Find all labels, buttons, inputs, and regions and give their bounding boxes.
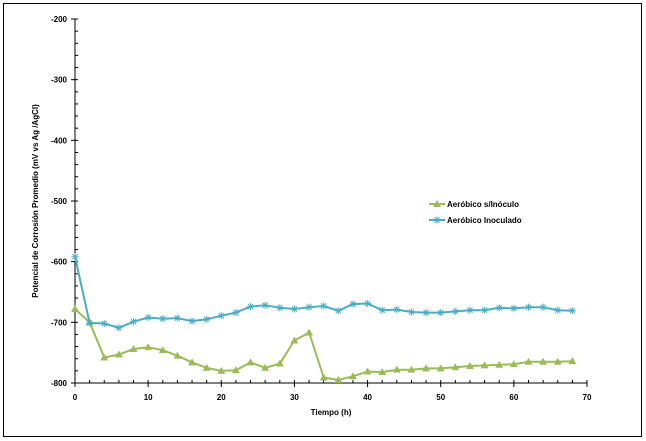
data-point bbox=[217, 312, 225, 320]
data-point bbox=[524, 357, 533, 365]
x-tick-label: 30 bbox=[290, 393, 299, 402]
y-tick-label: -800 bbox=[51, 379, 68, 388]
data-point bbox=[510, 304, 518, 312]
data-point bbox=[349, 300, 357, 308]
legend-marker bbox=[432, 199, 442, 207]
data-point bbox=[86, 319, 94, 327]
data-point bbox=[451, 363, 460, 371]
data-point bbox=[524, 303, 533, 311]
data-point bbox=[319, 373, 328, 381]
data-point bbox=[568, 307, 576, 315]
data-point bbox=[246, 302, 255, 311]
data-point bbox=[495, 360, 504, 368]
legend-label: Aeróbico s/Inóculo bbox=[447, 200, 519, 209]
data-point bbox=[378, 306, 386, 314]
data-point bbox=[290, 336, 299, 344]
data-point bbox=[495, 304, 503, 312]
data-point bbox=[100, 353, 109, 361]
data-point bbox=[334, 375, 343, 383]
data-point bbox=[553, 357, 562, 365]
x-axis-title: Tiempo (h) bbox=[311, 408, 352, 417]
chart-frame bbox=[3, 3, 642, 437]
x-tick-label: 10 bbox=[144, 393, 153, 402]
data-point bbox=[407, 308, 416, 316]
data-point bbox=[320, 302, 328, 310]
x-tick-label: 70 bbox=[583, 393, 592, 402]
data-point bbox=[378, 367, 387, 376]
data-point bbox=[480, 361, 489, 369]
x-tick-label: 20 bbox=[217, 393, 226, 402]
y-tick-label: -300 bbox=[51, 76, 68, 85]
x-tick-label: 60 bbox=[509, 393, 518, 402]
data-point bbox=[231, 366, 240, 374]
legend: Aeróbico s/Inóculo Aeróbico Inoculado bbox=[429, 199, 522, 225]
data-point bbox=[276, 304, 284, 312]
series-0 bbox=[70, 304, 577, 383]
data-point bbox=[173, 314, 181, 322]
data-point bbox=[407, 365, 416, 373]
data-point bbox=[305, 328, 314, 336]
y-tick-label: -600 bbox=[51, 258, 68, 267]
data-point bbox=[539, 357, 548, 365]
data-point bbox=[275, 359, 284, 367]
data-point bbox=[129, 318, 138, 326]
legend-item: Aeróbico s/Inóculo bbox=[429, 199, 519, 209]
data-point bbox=[129, 344, 138, 352]
data-point bbox=[568, 357, 577, 365]
y-tick-label: -500 bbox=[51, 197, 68, 206]
data-point bbox=[393, 305, 401, 314]
series bbox=[70, 253, 577, 383]
y-tick-label: -400 bbox=[51, 136, 68, 145]
data-point bbox=[554, 306, 562, 314]
ticks: -200 -300 -400 -500 -600 -700 -800 0 10 20 30 40 50 6… bbox=[51, 15, 592, 402]
data-point bbox=[334, 307, 342, 315]
data-point bbox=[290, 305, 299, 313]
data-point bbox=[363, 367, 372, 375]
data-point bbox=[115, 324, 123, 332]
data-point bbox=[451, 307, 459, 316]
data-point bbox=[144, 313, 152, 322]
data-point bbox=[144, 343, 153, 351]
data-point bbox=[188, 317, 196, 325]
data-point bbox=[305, 303, 313, 311]
data-point bbox=[348, 372, 357, 380]
data-point bbox=[422, 364, 431, 372]
data-point bbox=[100, 319, 108, 328]
data-point bbox=[187, 358, 197, 366]
data-point bbox=[114, 350, 123, 358]
data-point bbox=[261, 363, 270, 371]
legend-label: Aeróbico Inoculado bbox=[447, 216, 522, 225]
data-point bbox=[465, 361, 475, 369]
data-point bbox=[232, 309, 240, 317]
data-point bbox=[436, 364, 445, 372]
data-point bbox=[158, 346, 167, 354]
y-tick-label: -700 bbox=[51, 318, 68, 327]
data-point bbox=[261, 301, 269, 309]
data-point bbox=[70, 304, 80, 312]
data-point bbox=[202, 363, 211, 371]
series-1 bbox=[71, 253, 576, 332]
data-point bbox=[159, 315, 167, 323]
data-point bbox=[71, 253, 79, 261]
x-tick-label: 50 bbox=[436, 393, 445, 402]
legend-marker bbox=[433, 216, 441, 224]
data-point bbox=[539, 303, 547, 311]
y-tick-label: -200 bbox=[51, 15, 68, 24]
data-point bbox=[363, 299, 372, 308]
data-point bbox=[246, 358, 255, 366]
data-point bbox=[217, 366, 226, 374]
data-point bbox=[437, 309, 445, 317]
data-point bbox=[203, 315, 211, 323]
data-point bbox=[392, 365, 401, 373]
data-point bbox=[422, 309, 430, 317]
legend-item: Aeróbico Inoculado bbox=[429, 216, 522, 225]
y-axis-title: Potencial de Corrosión Promedio (mV vs A… bbox=[31, 104, 40, 298]
data-point bbox=[481, 306, 489, 314]
data-point bbox=[173, 351, 182, 359]
data-point bbox=[466, 306, 474, 314]
x-tick-label: 0 bbox=[73, 393, 78, 402]
x-tick-label: 40 bbox=[363, 393, 372, 402]
data-point bbox=[509, 360, 518, 368]
